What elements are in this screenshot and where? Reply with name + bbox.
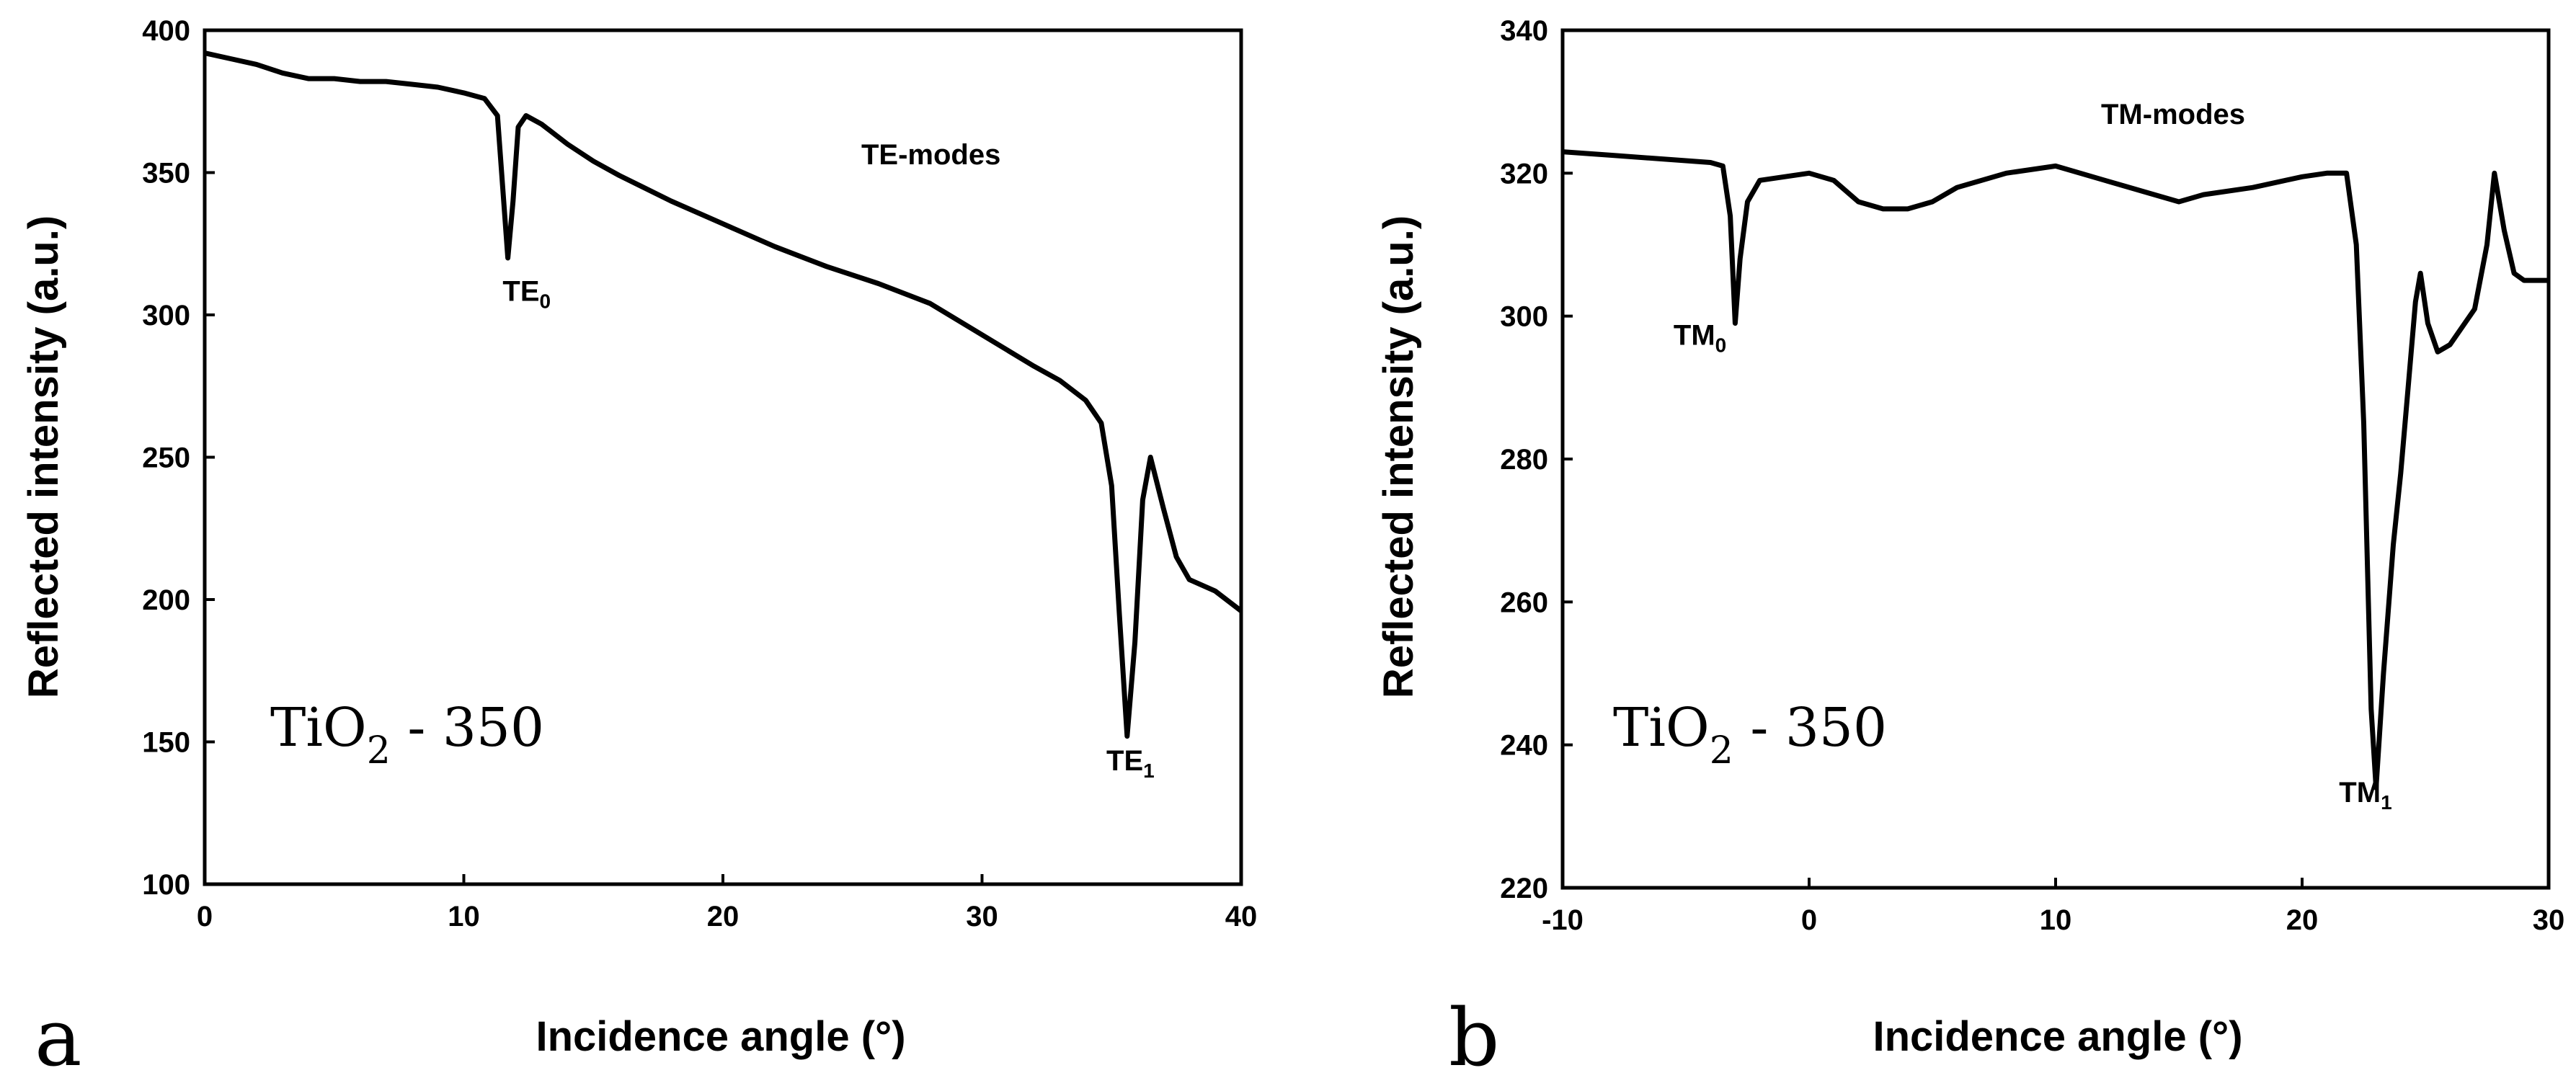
x-tick-label: -10 — [1542, 904, 1584, 936]
x-tick-label: 0 — [197, 901, 213, 932]
y-tick-label: 100 — [142, 869, 190, 901]
mode-annotation: TE1 — [1106, 745, 1155, 782]
mode-annotation-sub: 0 — [1715, 334, 1727, 356]
sample-label: TiO2 - 350 — [1613, 697, 1887, 772]
y-tick-label: 340 — [1500, 15, 1548, 47]
y-tick-label: 220 — [1500, 873, 1548, 904]
mode-annotation-base: TE — [1106, 745, 1143, 777]
sample-label: TiO2 - 350 — [270, 697, 544, 772]
x-tick-group: -10 0 10 20 30 — [1542, 878, 2564, 936]
tm-series-line — [1562, 149, 2549, 791]
y-tick-label: 240 — [1500, 730, 1548, 762]
x-axis-label: Incidence angle (°) — [536, 1013, 905, 1060]
x-tick-group: 0 10 20 30 40 — [197, 874, 1257, 932]
y-tick-label: 400 — [142, 15, 190, 47]
x-tick-label: 20 — [707, 901, 740, 932]
y-tick-label: 250 — [142, 442, 190, 474]
y-tick-label: 350 — [142, 158, 190, 190]
x-tick-label: 40 — [1225, 901, 1258, 932]
x-tick-label: 0 — [1801, 904, 1817, 936]
mode-label: TE-modes — [861, 139, 1000, 171]
y-axis-label: Reflected intensity (a.u.) — [1375, 215, 1422, 698]
mode-annotation-sub: 1 — [2381, 791, 2392, 814]
panel-letter: a — [35, 992, 82, 1084]
x-tick-label: 10 — [2040, 904, 2072, 936]
mode-annotation: TE0 — [502, 275, 551, 312]
x-tick-label: 10 — [448, 901, 480, 932]
panel-letter: b — [1449, 992, 1499, 1084]
y-tick-group: 220 240 260 280 300 320 340 — [1500, 15, 1573, 904]
sample-label-sub: 2 — [367, 729, 391, 772]
x-tick-label: 30 — [2533, 904, 2565, 936]
mode-annotation-base: TE — [502, 275, 539, 307]
x-tick-label: 30 — [966, 901, 998, 932]
te-series-line — [204, 50, 1243, 739]
y-tick-label: 280 — [1500, 444, 1548, 476]
mode-label: TM-modes — [2101, 99, 2245, 130]
sample-label-sub: 2 — [1710, 729, 1733, 772]
mode-annotation: TM0 — [1674, 319, 1726, 356]
mode-annotation-sub: 0 — [540, 290, 551, 312]
y-tick-group: 100 150 200 250 300 350 400 — [142, 15, 215, 901]
y-tick-label: 320 — [1500, 158, 1548, 190]
mode-annotation: TM1 — [2339, 777, 2391, 814]
mode-annotation-base: TM — [2339, 777, 2381, 809]
x-tick-label: 20 — [2286, 904, 2319, 936]
mode-annotation-sub: 1 — [1143, 760, 1155, 782]
x-axis-label: Incidence angle (°) — [1873, 1013, 2242, 1060]
y-tick-label: 150 — [142, 727, 190, 759]
y-tick-label: 300 — [142, 300, 190, 331]
y-tick-label: 200 — [142, 584, 190, 616]
y-tick-label: 300 — [1500, 301, 1548, 333]
mode-annotation-base: TM — [1674, 319, 1715, 351]
sample-label-rest: - 350 — [1733, 697, 1887, 759]
sample-label-main: TiO — [1613, 697, 1710, 759]
y-tick-label: 260 — [1500, 587, 1548, 618]
sample-label-rest: - 350 — [391, 697, 544, 759]
sample-label-main: TiO — [270, 697, 367, 759]
y-axis-label: Reflected intensity (a.u.) — [20, 215, 67, 698]
